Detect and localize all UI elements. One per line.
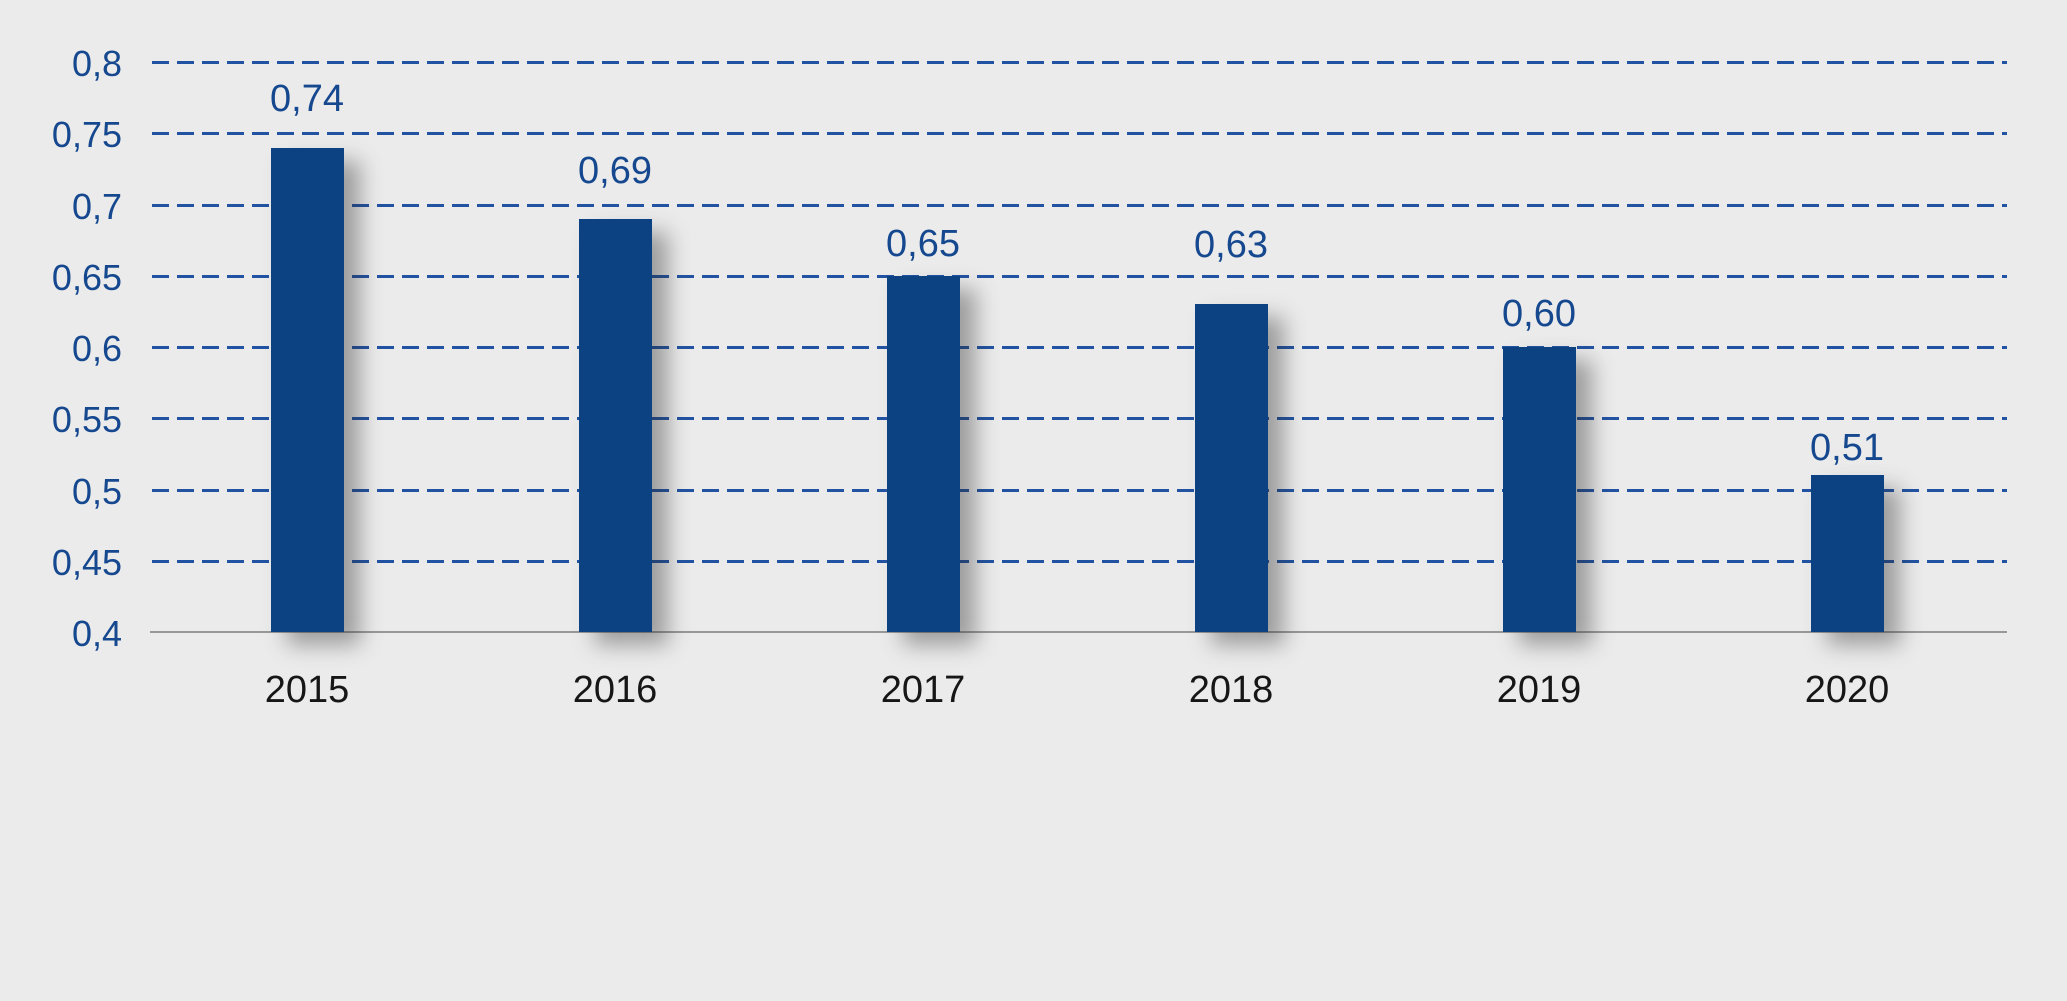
x-category-label-2016: 2016 [572,669,658,711]
data-label-2019: 0,60 [1502,293,1576,335]
x-category-label-2018: 2018 [1188,669,1274,711]
data-label-2015: 0,74 [270,77,344,120]
y-tick-label-0,75: 0,75 [51,114,122,156]
data-label-2016: 0,69 [578,149,652,192]
data-label-2017: 0,65 [886,222,960,265]
bar-2017 [886,275,960,632]
bar-2016 [578,218,652,632]
bar-2019 [1502,347,1576,632]
bar-2020 [1810,475,1884,632]
bar-2015 [270,147,344,632]
data-label-2020: 0,51 [1810,427,1884,470]
gridline-0,65 [152,274,2007,278]
gridline-0,75 [152,132,2007,136]
x-axis-line [150,631,2007,633]
x-category-label-2017: 2017 [880,669,966,711]
gridline-0,5 [152,488,2007,492]
gridline-0,6 [152,346,2007,349]
y-tick-label-0,55: 0,55 [51,399,122,441]
gridline-0,55 [152,417,2007,421]
y-tick-label-0,45: 0,45 [51,541,122,583]
x-category-label-2015: 2015 [264,669,350,711]
gridline-0,8 [152,61,2007,64]
y-tick-label-0,7: 0,7 [71,185,122,227]
x-category-label-2020: 2020 [1804,669,1890,711]
y-tick-label-0,4: 0,4 [71,613,122,654]
y-tick-label-0,8: 0,8 [71,43,122,84]
y-tick-label-0,65: 0,65 [51,256,122,298]
data-label-2018: 0,63 [1194,224,1268,267]
gridline-0,7 [152,203,2007,207]
y-tick-label-0,5: 0,5 [71,470,122,512]
gridline-0,45 [152,559,2007,563]
y-tick-label-0,6: 0,6 [71,328,122,369]
bar-2018 [1194,304,1268,632]
x-category-label-2019: 2019 [1496,669,1582,711]
